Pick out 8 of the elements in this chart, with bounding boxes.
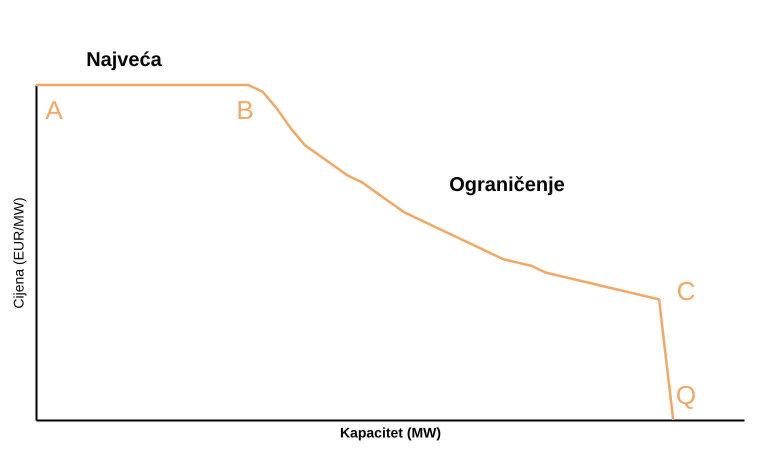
- annotation: A: [45, 95, 64, 125]
- annotation: C: [676, 276, 696, 306]
- annotation: Ograničenje: [449, 174, 565, 196]
- annotation: B: [236, 95, 254, 125]
- annotation: Q: [676, 380, 696, 410]
- x-axis-title: Kapacitet (MW): [340, 424, 442, 440]
- text: Najveća: [86, 49, 163, 71]
- y-axis-title: Cijena (EUR/MW): [10, 197, 26, 309]
